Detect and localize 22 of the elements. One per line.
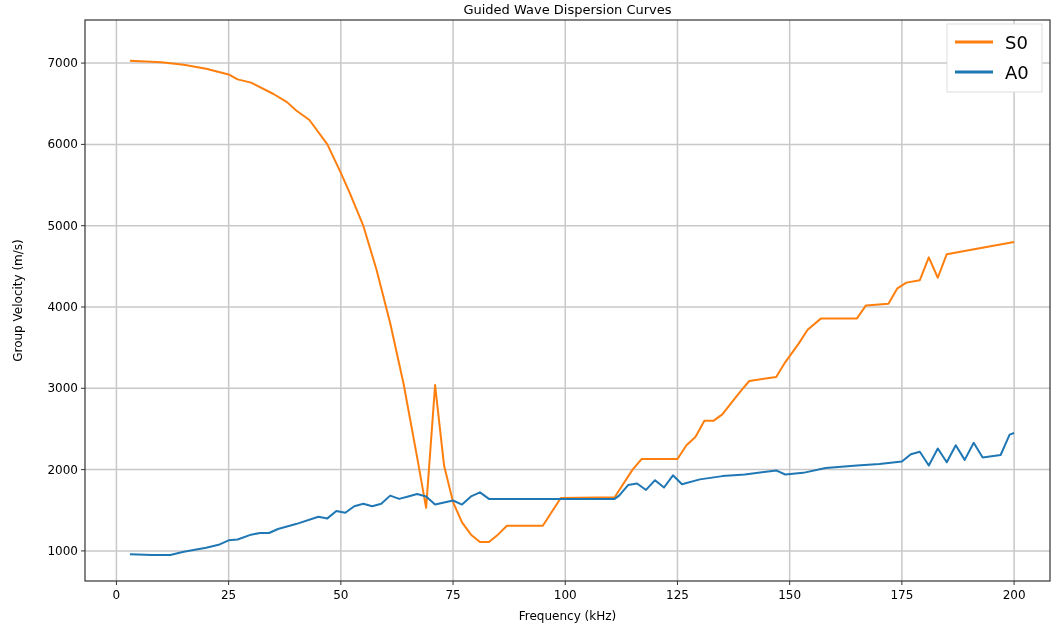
x-tick-label: 25 [220,588,237,602]
x-tick-label: 200 [1002,588,1026,602]
x-tick-label: 50 [333,588,349,602]
x-tick-label: 100 [553,588,577,602]
x-tick-label: 0 [112,588,121,602]
legend-label: S0 [1005,32,1028,53]
x-axis-title: Frequency (kHz) [518,609,617,623]
legend-label: A0 [1005,62,1029,83]
y-tick-label: 3000 [47,381,78,396]
y-tick-label: 4000 [47,300,78,314]
y-tick-label: 7000 [47,56,78,71]
line-series [128,432,1016,556]
y-tick-label: 5000 [47,218,78,233]
y-tick-label: 6000 [47,137,78,152]
x-tick-label: 75 [445,588,461,602]
x-tick-label: 150 [778,588,802,602]
y-axis-title: Group Velocity (m/s) [11,239,25,362]
y-tick-label: 2000 [47,462,78,477]
chart-title: Guided Wave Dispersion Curves [463,2,672,17]
y-tick-label: 1000 [47,543,78,558]
x-tick-label: 175 [890,588,914,602]
x-tick-label: 125 [666,588,689,602]
